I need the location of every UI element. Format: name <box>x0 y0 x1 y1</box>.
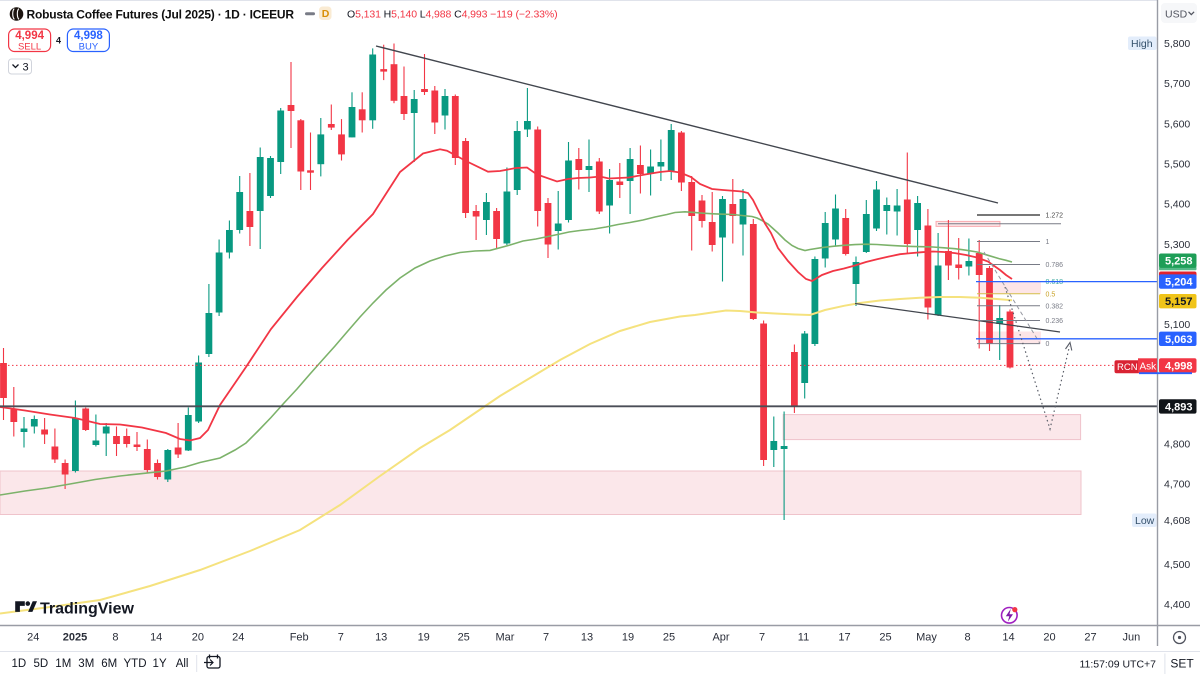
svg-text:19: 19 <box>622 632 634 644</box>
svg-text:4,700: 4,700 <box>1164 479 1190 491</box>
svg-text:5,100: 5,100 <box>1164 319 1190 331</box>
svg-text:4,500: 4,500 <box>1164 559 1190 571</box>
svg-text:5,600: 5,600 <box>1164 118 1190 130</box>
svg-text:1.272: 1.272 <box>1046 213 1064 220</box>
svg-text:5,400: 5,400 <box>1164 199 1190 211</box>
svg-text:5,063: 5,063 <box>1165 334 1193 346</box>
svg-text:4,998: 4,998 <box>74 30 103 42</box>
svg-text:8: 8 <box>112 632 118 644</box>
svg-text:25: 25 <box>663 632 675 644</box>
svg-text:4,608: 4,608 <box>1164 515 1190 527</box>
svg-text:14: 14 <box>150 632 162 644</box>
svg-text:25: 25 <box>879 632 891 644</box>
svg-text:11: 11 <box>798 632 809 644</box>
svg-text:0.786: 0.786 <box>1046 262 1064 269</box>
svg-text:5,800: 5,800 <box>1164 38 1190 50</box>
svg-text:0.382: 0.382 <box>1046 303 1064 310</box>
svg-text:6M: 6M <box>101 658 117 670</box>
svg-text:O5,131 H5,140 L4,988 C4,993 −1: O5,131 H5,140 L4,988 C4,993 −119 (−2.33%… <box>347 9 558 21</box>
svg-text:1Y: 1Y <box>153 658 167 670</box>
svg-text:Ask: Ask <box>1140 361 1158 372</box>
svg-text:1D: 1D <box>11 658 26 670</box>
svg-text:11:57:09 UTC+7: 11:57:09 UTC+7 <box>1079 659 1156 671</box>
svg-text:19: 19 <box>418 632 430 644</box>
svg-text:7: 7 <box>543 632 549 644</box>
svg-text:3M: 3M <box>78 658 94 670</box>
svg-text:4,400: 4,400 <box>1164 599 1190 611</box>
svg-text:5D: 5D <box>33 658 48 670</box>
svg-text:High: High <box>1131 38 1153 50</box>
svg-text:4,994: 4,994 <box>15 30 44 42</box>
svg-text:7: 7 <box>759 632 765 644</box>
svg-text:25: 25 <box>458 632 470 644</box>
svg-text:27: 27 <box>1084 632 1096 644</box>
svg-text:1M: 1M <box>55 658 71 670</box>
svg-text:0: 0 <box>1046 341 1050 348</box>
svg-text:5,300: 5,300 <box>1164 239 1190 251</box>
svg-text:1: 1 <box>1046 239 1050 246</box>
svg-text:RCN2: RCN2 <box>1117 362 1143 373</box>
svg-text:5,500: 5,500 <box>1164 159 1190 171</box>
svg-text:17: 17 <box>838 632 850 644</box>
svg-text:13: 13 <box>375 632 387 644</box>
svg-text:4,893: 4,893 <box>1165 401 1193 413</box>
svg-text:13: 13 <box>581 632 593 644</box>
svg-text:D: D <box>322 8 330 20</box>
svg-text:BUY: BUY <box>79 42 99 53</box>
svg-text:4,998: 4,998 <box>1165 361 1193 373</box>
svg-text:Jun: Jun <box>1123 632 1141 644</box>
svg-text:20: 20 <box>192 632 204 644</box>
svg-text:Low: Low <box>1135 515 1155 527</box>
svg-text:24: 24 <box>232 632 244 644</box>
svg-text:Feb: Feb <box>290 632 309 644</box>
svg-text:SELL: SELL <box>18 42 41 53</box>
svg-text:0.618: 0.618 <box>1046 279 1064 286</box>
svg-text:24: 24 <box>27 632 39 644</box>
svg-text:USD: USD <box>1165 9 1188 21</box>
svg-text:YTD: YTD <box>124 658 147 670</box>
svg-text:TradingView: TradingView <box>40 601 135 618</box>
svg-text:7: 7 <box>338 632 344 644</box>
svg-text:Mar: Mar <box>496 632 515 644</box>
svg-text:SET: SET <box>1170 657 1194 671</box>
svg-text:May: May <box>916 632 937 644</box>
svg-text:Robusta Coffee Futures (Jul 20: Robusta Coffee Futures (Jul 2025) · 1D ·… <box>27 8 295 22</box>
svg-text:5,700: 5,700 <box>1164 78 1190 90</box>
svg-text:5,204: 5,204 <box>1165 277 1193 289</box>
svg-text:4,800: 4,800 <box>1164 439 1190 451</box>
svg-text:All: All <box>176 658 189 670</box>
svg-text:0.236: 0.236 <box>1046 318 1064 325</box>
svg-text:8: 8 <box>964 632 970 644</box>
svg-text:4: 4 <box>56 36 61 46</box>
svg-text:3: 3 <box>23 62 29 74</box>
svg-text:2025: 2025 <box>63 632 87 644</box>
svg-text:0.5: 0.5 <box>1046 291 1056 298</box>
svg-text:Apr: Apr <box>712 632 729 644</box>
svg-text:20: 20 <box>1043 632 1055 644</box>
svg-text:5,157: 5,157 <box>1165 296 1193 308</box>
svg-text:14: 14 <box>1002 632 1014 644</box>
svg-text:5,258: 5,258 <box>1165 256 1193 268</box>
